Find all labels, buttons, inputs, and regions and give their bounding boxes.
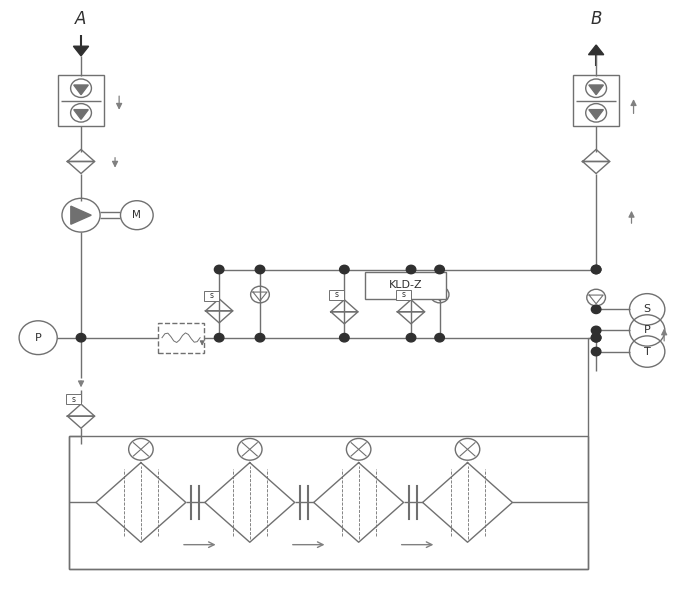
Text: P: P bbox=[35, 333, 42, 343]
Circle shape bbox=[435, 334, 445, 342]
Polygon shape bbox=[589, 85, 604, 94]
Text: s: s bbox=[335, 290, 339, 300]
Circle shape bbox=[215, 334, 224, 342]
Circle shape bbox=[591, 305, 601, 314]
Text: s: s bbox=[210, 291, 213, 300]
Text: T: T bbox=[643, 347, 650, 356]
Bar bbox=[58, 75, 104, 126]
Circle shape bbox=[591, 266, 601, 273]
Circle shape bbox=[215, 266, 224, 273]
Text: S: S bbox=[643, 304, 651, 314]
Circle shape bbox=[591, 347, 601, 356]
Circle shape bbox=[340, 334, 349, 342]
Circle shape bbox=[435, 266, 445, 273]
Text: B: B bbox=[591, 10, 602, 28]
Circle shape bbox=[591, 326, 601, 335]
Text: P: P bbox=[643, 325, 650, 336]
Bar bbox=[204, 291, 219, 301]
Bar bbox=[158, 323, 204, 353]
Circle shape bbox=[406, 334, 416, 342]
Polygon shape bbox=[73, 110, 88, 119]
Bar bbox=[69, 436, 588, 569]
Polygon shape bbox=[73, 46, 88, 56]
Polygon shape bbox=[589, 45, 604, 55]
Circle shape bbox=[406, 266, 416, 273]
Circle shape bbox=[340, 266, 349, 273]
Circle shape bbox=[255, 266, 265, 273]
Bar bbox=[66, 395, 81, 404]
Bar bbox=[573, 75, 619, 126]
Bar bbox=[396, 290, 411, 300]
Polygon shape bbox=[71, 206, 91, 224]
Polygon shape bbox=[73, 85, 88, 94]
Text: M: M bbox=[132, 210, 141, 220]
Text: s: s bbox=[401, 290, 405, 300]
Circle shape bbox=[591, 334, 601, 342]
Circle shape bbox=[591, 266, 601, 273]
Circle shape bbox=[255, 334, 265, 342]
Circle shape bbox=[76, 334, 86, 342]
Circle shape bbox=[591, 334, 601, 342]
Text: A: A bbox=[75, 10, 86, 28]
Text: s: s bbox=[71, 395, 75, 404]
Bar bbox=[365, 272, 447, 299]
Text: KLD-Z: KLD-Z bbox=[389, 281, 423, 290]
Bar bbox=[329, 290, 344, 300]
Polygon shape bbox=[589, 110, 604, 119]
